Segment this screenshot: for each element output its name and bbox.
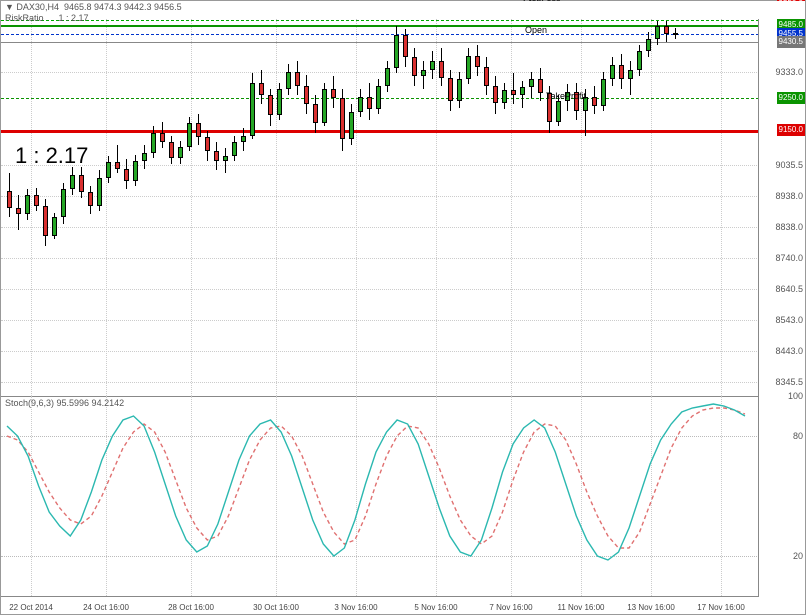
riskratio-value: 1 : 2.17 [59, 13, 89, 23]
xaxis-label: 3 Nov 16:00 [334, 603, 377, 612]
yaxis-label: 8938.0 [775, 191, 803, 201]
stoch-ylabel: 100 [788, 391, 803, 401]
yaxis-label: 9035.5 [775, 160, 803, 170]
xaxis-label: 17 Nov 16:00 [697, 603, 745, 612]
symbol-label: DAX30,H4 [16, 2, 59, 12]
hline [1, 34, 759, 35]
price-badge: 9250.0 [777, 92, 805, 104]
xaxis-label: 5 Nov 16:00 [414, 603, 457, 612]
xaxis-label: 7 Nov 16:00 [489, 603, 532, 612]
yaxis-label: 8543.0 [775, 315, 803, 325]
hline [1, 20, 759, 21]
xaxis-label: 11 Nov 16:00 [558, 603, 605, 612]
yaxis-label: 8740.0 [775, 253, 803, 263]
yaxis-label: 8640.5 [775, 284, 803, 294]
xaxis-label: 28 Oct 16:00 [168, 603, 214, 612]
riskratio-label: RiskRatio [5, 13, 44, 23]
ratio-overlay: 1 : 2.17 [15, 143, 88, 169]
stoch-label: Stoch(9,6,3) 95.5996 94.2142 [5, 398, 124, 408]
ohlc-label: 9465.8 9474.3 9442.3 9456.5 [64, 2, 182, 12]
time-xaxis: 22 Oct 2014 24 Oct 16:00 28 Oct 16:00 30 Oc… [1, 596, 759, 614]
hline [1, 25, 759, 27]
stoch-panel[interactable]: Stoch(9,6,3) 95.5996 94.2142 [1, 396, 759, 597]
stoch-ylabel: 20 [793, 551, 803, 561]
annotation-open: Open [525, 25, 547, 35]
yaxis-label: 8345.5 [775, 377, 803, 387]
yaxis-label: 8838.0 [775, 222, 803, 232]
xaxis-label: 24 Oct 16:00 [83, 603, 129, 612]
stoch-yaxis: 2080100 [758, 396, 805, 596]
yaxis-label: 8443.0 [775, 346, 803, 356]
stoch-lines [1, 396, 759, 596]
yaxis-label: 9333.0 [775, 67, 803, 77]
xaxis-label: 22 Oct 2014 [9, 603, 53, 612]
price-badge: 9150.0 [777, 124, 805, 136]
price-badge: 9430.5 [777, 36, 805, 48]
price-yaxis: 8345.5 8443.0 8543.0 8640.5 8740.0 8838.0 8938… [758, 1, 805, 396]
chart-container[interactable]: ▼ DAX30,H4 9465.8 9474.3 9442.3 9456.5 R… [0, 0, 806, 615]
xaxis-label: 13 Nov 16:00 [627, 603, 675, 612]
stoch-ylabel: 80 [793, 431, 803, 441]
chart-header: ▼ DAX30,H4 9465.8 9474.3 9442.3 9456.5 R… [1, 1, 805, 19]
hline [1, 130, 759, 133]
price-panel[interactable]: StopLossOpenTakeProfit1 : 2.17 [1, 1, 759, 397]
xaxis-label: 30 Oct 16:00 [253, 603, 299, 612]
annotation-takeprofit: TakeProfit [546, 91, 586, 101]
